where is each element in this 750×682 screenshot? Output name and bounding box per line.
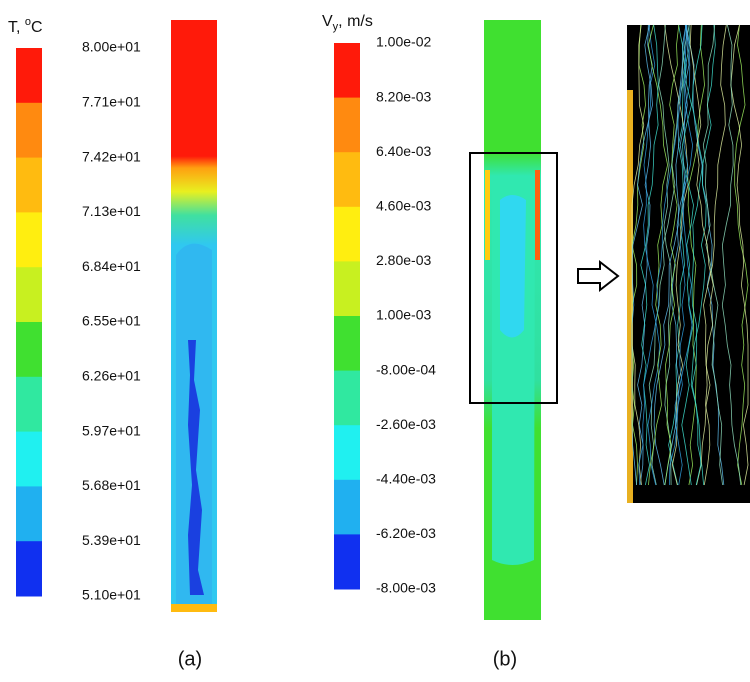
streamline <box>689 24 714 486</box>
color-band <box>16 541 42 597</box>
streamline-image <box>627 24 750 503</box>
streamline <box>690 24 707 486</box>
title-part: V <box>322 13 333 30</box>
colorbar-title: Vy, m/s <box>322 13 373 33</box>
streamline <box>640 24 659 486</box>
color-band <box>334 152 360 208</box>
streamline <box>631 24 653 486</box>
color-band <box>334 261 360 317</box>
color-band <box>334 316 360 372</box>
color-band <box>16 431 42 487</box>
streamline <box>668 24 691 486</box>
streamline <box>664 24 680 486</box>
colorbar-label: 4.60e-03 <box>376 198 431 214</box>
streamline <box>631 24 645 486</box>
streamline <box>669 24 689 486</box>
color-band <box>16 322 42 378</box>
color-band <box>16 48 42 104</box>
color-band <box>334 97 360 153</box>
colorbar-label: 7.71e+01 <box>82 94 141 110</box>
colorbar-label: 7.42e+01 <box>82 148 141 164</box>
colorbar-label: -2.60e-03 <box>376 416 436 432</box>
title-part: C <box>31 19 43 36</box>
streamline <box>658 24 673 486</box>
panel-caption: (a) <box>178 648 202 670</box>
color-band <box>16 102 42 159</box>
colorbar-label: 8.20e-03 <box>376 88 431 104</box>
velocity-contour <box>469 20 558 620</box>
colorbar: 8.00e+01 7.71e+01 7.42e+01 7.13e+01 6.84e+01… <box>8 16 141 603</box>
colorbar-label: 5.97e+01 <box>82 422 141 438</box>
colorbar-label: 6.26e+01 <box>82 368 141 384</box>
colorbar-label: 7.13e+01 <box>82 203 141 219</box>
color-band <box>334 425 360 481</box>
colorbar-label: -6.20e-03 <box>376 525 436 541</box>
streamline <box>647 24 669 486</box>
color-band <box>16 486 42 542</box>
colorbar-label: 6.84e+01 <box>82 258 141 274</box>
streamline <box>730 24 749 486</box>
streamline <box>631 24 646 486</box>
colorbar-label: 6.40e-03 <box>376 143 431 159</box>
color-band <box>334 534 360 590</box>
streamline <box>638 24 687 486</box>
color-band <box>334 479 360 535</box>
streamline <box>678 24 694 486</box>
colorbar-title: T, oC <box>8 16 43 36</box>
colorbar-label: 5.39e+01 <box>82 532 141 548</box>
colorbar-label: 5.10e+01 <box>82 587 141 603</box>
streamline <box>653 24 687 486</box>
title-part: o <box>25 16 31 28</box>
color-band <box>334 206 360 262</box>
arrow <box>577 259 620 293</box>
colorbar-label: -8.00e-03 <box>376 580 436 596</box>
colorbar-label: -8.00e-04 <box>376 361 436 377</box>
color-band <box>334 370 360 426</box>
color-band <box>16 157 42 213</box>
streamline <box>664 24 690 486</box>
panel-caption: (b) <box>493 648 517 670</box>
color-band <box>16 267 42 323</box>
color-band <box>16 212 42 268</box>
title-part: , m/s <box>338 13 373 30</box>
colorbar-label: 6.55e+01 <box>82 313 141 329</box>
colorbar-label: 1.00e-02 <box>376 34 431 50</box>
temperature-contour <box>171 20 217 612</box>
streamline <box>648 24 690 486</box>
title-part: T, <box>8 19 25 36</box>
colorbar: 1.00e-02 8.20e-03 6.40e-03 4.60e-03 2.80e-03… <box>322 13 436 595</box>
colorbar-label: 8.00e+01 <box>82 39 141 55</box>
streamline <box>721 24 742 486</box>
title-part: y <box>333 21 339 33</box>
colorbar-label: -4.40e-03 <box>376 471 436 487</box>
colorbar-label: 1.00e-03 <box>376 307 431 323</box>
color-band <box>334 43 360 99</box>
streamline <box>643 24 660 486</box>
color-band <box>16 376 42 433</box>
streamline <box>674 24 694 486</box>
colorbar-label: 2.80e-03 <box>376 252 431 268</box>
colorbar-label: 5.68e+01 <box>82 477 141 493</box>
